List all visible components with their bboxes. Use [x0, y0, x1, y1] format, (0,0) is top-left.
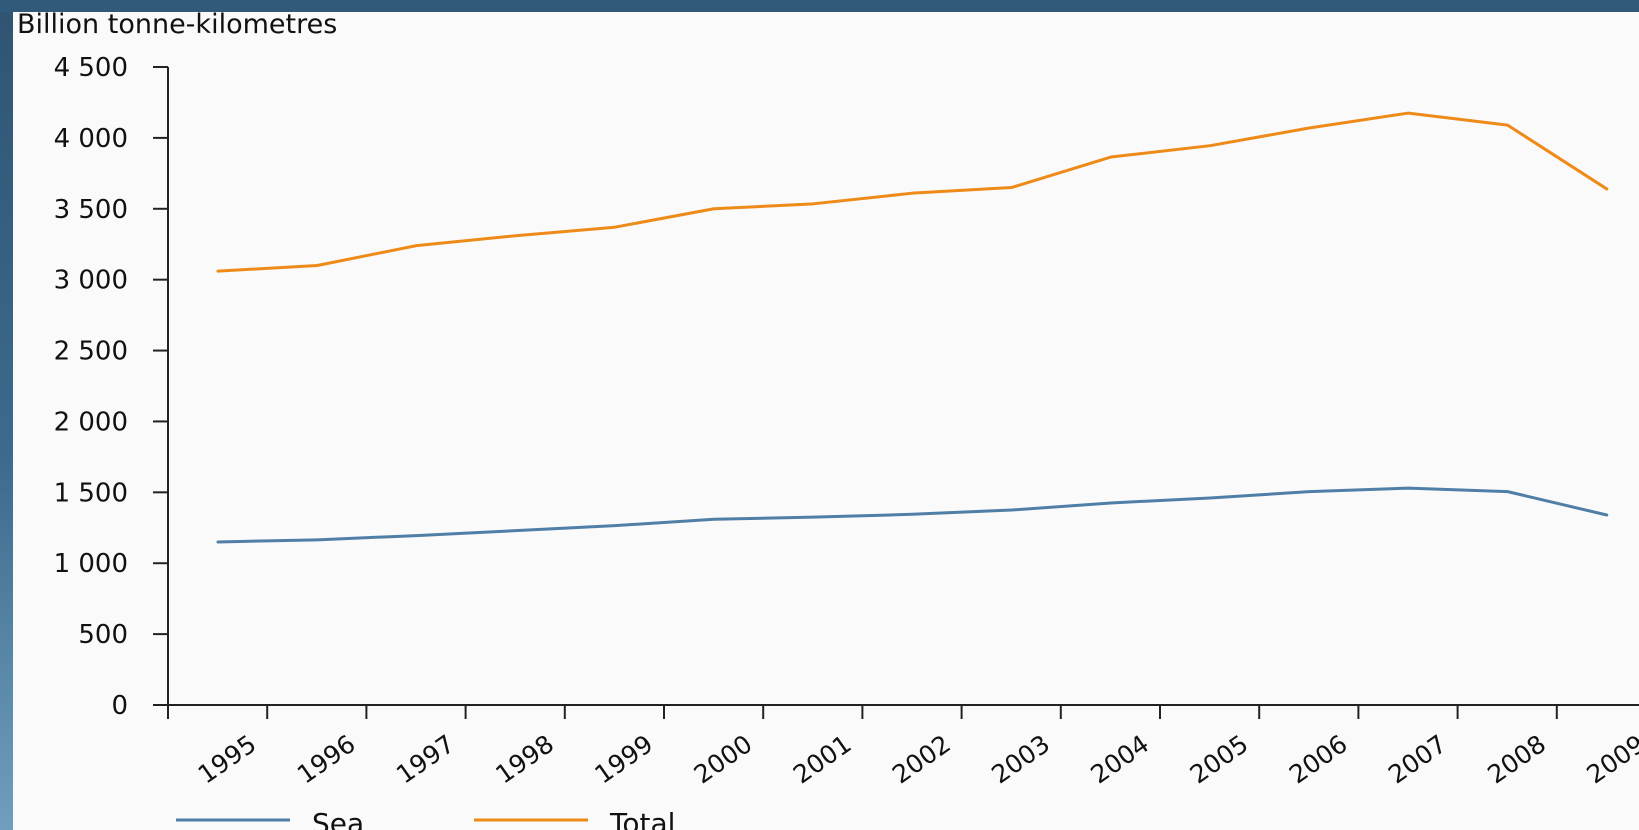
x-tick-label: 1997 [391, 729, 460, 789]
x-tick-label: 1996 [292, 729, 361, 789]
axes: 0 500 1 000 1 500 2 000 2 500 3 000 3 500 4 000 4… [54, 53, 1639, 789]
series-line-total [216, 111, 1609, 273]
x-tick-label: 2002 [887, 729, 956, 789]
y-tick-label: 0 [111, 691, 128, 721]
chart-panel [13, 12, 1639, 830]
legend: Sea Total [176, 807, 675, 830]
x-tick-label: 2005 [1185, 729, 1254, 789]
y-tick-label: 3 500 [54, 195, 128, 225]
y-tick-label: 2 000 [54, 407, 128, 437]
y-tick-label: 500 [78, 620, 128, 650]
x-tick-label: 1998 [490, 729, 559, 789]
x-tick-label: 2008 [1482, 729, 1551, 789]
y-tick-label: 4 000 [54, 124, 128, 154]
series-lines [216, 111, 1609, 544]
y-axis-label: Billion tonne-kilometres [17, 9, 337, 40]
legend-label-total: Total [609, 807, 675, 830]
y-tick-label: 1 500 [54, 478, 128, 508]
y-tick-label: 4 500 [54, 53, 128, 83]
x-tick-label: 2006 [1284, 729, 1353, 789]
x-tick-label: 2000 [689, 729, 758, 789]
x-tick-label: 2004 [1085, 729, 1154, 789]
legend-label-sea: Sea [312, 807, 364, 830]
x-tick-label: 1995 [193, 729, 262, 789]
y-tick-label: 2 500 [54, 337, 128, 367]
x-tick-label: 2001 [788, 729, 857, 789]
y-tick-label: 3 000 [54, 266, 128, 296]
top-bar [0, 0, 1639, 12]
x-tick-label: 2009 [1581, 729, 1639, 789]
x-tick-label: 2007 [1383, 729, 1452, 789]
series-line-sea [216, 486, 1609, 544]
x-tick-label: 2003 [986, 729, 1055, 789]
x-tick-label: 1999 [589, 729, 658, 789]
y-tick-label: 1 000 [54, 549, 128, 579]
